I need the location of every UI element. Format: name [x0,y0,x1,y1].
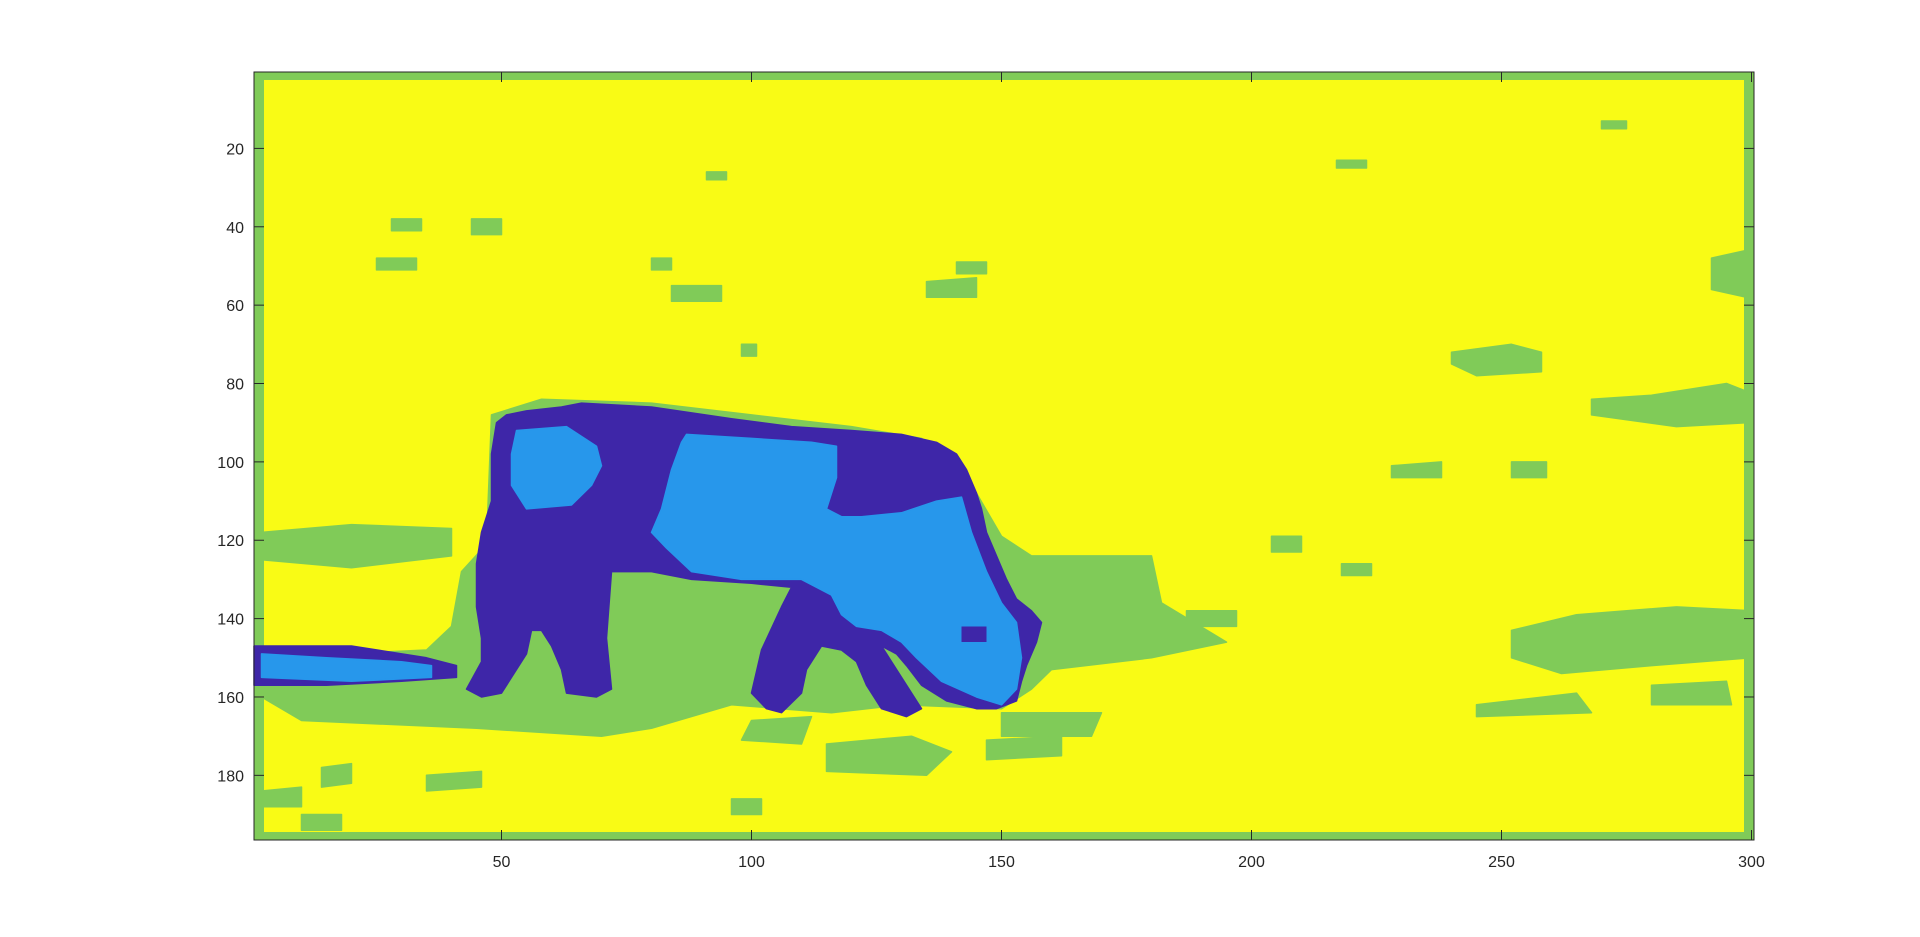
heatmap-region-29 [650,257,673,271]
heatmap-region-11 [320,762,353,788]
heatmap-region-2 [254,72,264,840]
heatmap-region-32 [705,171,728,181]
plot-area [253,72,1754,840]
heatmap-region-35 [740,343,758,357]
heatmap-region-36 [1340,563,1373,577]
heatmap-region-20 [1710,249,1748,299]
y-tick-label-40: 40 [226,220,244,237]
heatmap-region-40 [650,433,1023,706]
heatmap-region-26 [670,284,723,302]
heatmap-region-34 [1600,120,1628,130]
heatmap-region-30 [375,257,418,271]
x-tick-label-150: 150 [988,854,1015,871]
heatmap-region-33 [1335,159,1368,169]
heatmap-region-14 [300,813,343,831]
heatmap-region-5 [260,523,453,569]
axes: 50 100 150 200 250 300 20 40 60 80 100 120 140 160 180 [217,71,1765,871]
heatmap-region-23 [1270,535,1303,553]
heatmap-region-39 [510,425,603,510]
x-tick-label-100: 100 [738,854,765,871]
x-tick-label-300: 300 [1738,854,1765,871]
heatmap-region-1 [254,832,1754,840]
heatmap-region-42 [260,653,433,683]
y-tick-label-160: 160 [217,690,244,707]
y-tick-label-180: 180 [217,768,244,785]
heatmap-region-8 [825,735,953,777]
y-tick-label-60: 60 [226,298,244,315]
heatmap-region-28 [470,218,503,236]
heatmap-region-31 [955,261,988,275]
y-tick-label-120: 120 [217,533,244,550]
heatmap-region-18 [1590,382,1748,428]
axes-box [253,71,1755,841]
heatmap-region-17 [1650,680,1733,706]
x-tick-label-50: 50 [493,854,511,871]
heatmap-region-13 [730,798,763,816]
y-tick-label-20: 20 [226,141,244,158]
heatmap-region-25 [925,276,978,299]
y-tick-label-140: 140 [217,612,244,629]
heatmap-region-0 [254,72,1754,80]
heatmap-region-41 [961,626,987,643]
heatmap-region-21 [1390,461,1443,479]
heatmap-region-3 [1744,72,1754,840]
x-tick-label-200: 200 [1238,854,1265,871]
y-tick-label-100: 100 [217,455,244,472]
heatmap-region-9 [985,735,1063,761]
heatmap-region-22 [1510,461,1548,479]
y-tick-label-80: 80 [226,377,244,394]
heatmap-region-12 [260,786,303,808]
heatmap-region-7 [740,715,813,745]
heatmap-region-16 [1475,692,1593,718]
heatmap-region-10 [425,770,483,792]
x-tick-label-250: 250 [1488,854,1515,871]
heatmap-region-19 [1450,343,1543,377]
heatmap-region-27 [390,218,423,232]
heatmap-region-15 [1510,606,1753,675]
heatmap-region-24 [1185,610,1238,628]
heatmap-region-6 [1000,711,1103,737]
